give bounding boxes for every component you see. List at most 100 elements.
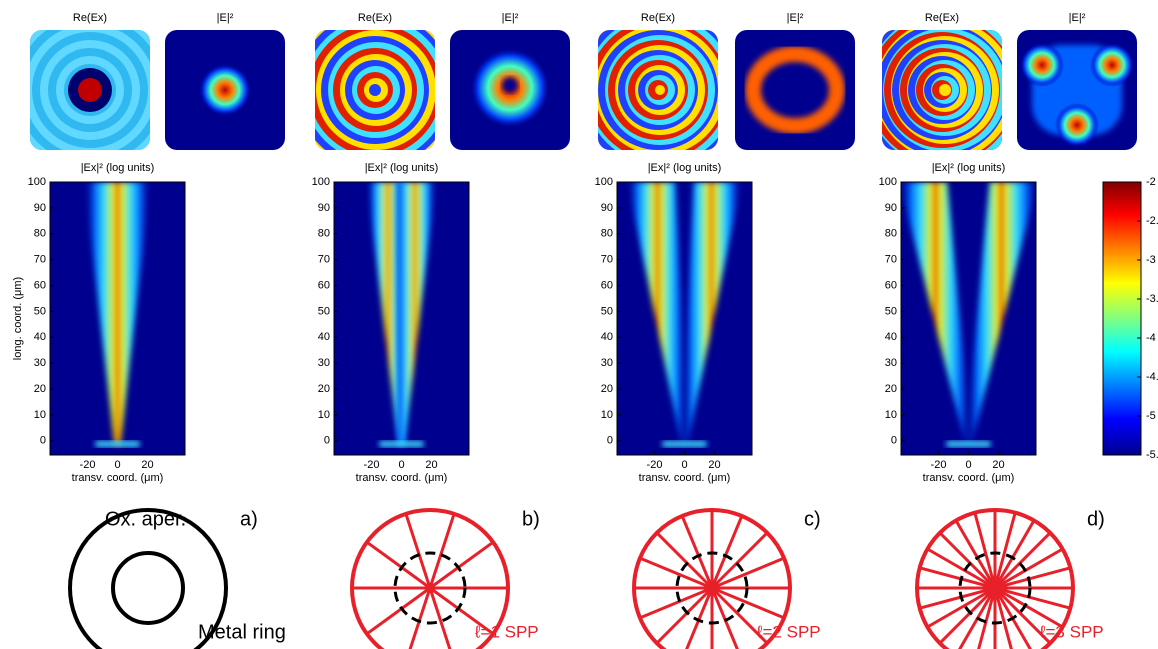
x-tick-label: 20 <box>708 459 720 471</box>
y-tick-label: 60 <box>318 279 330 291</box>
spot <box>1090 43 1134 87</box>
ring <box>939 84 951 96</box>
spoke <box>429 586 494 636</box>
metal-ring <box>350 508 510 649</box>
spot <box>1055 103 1099 147</box>
heat-map <box>617 182 752 455</box>
hole <box>502 77 518 93</box>
spoke <box>994 547 1064 590</box>
map-title: |Ex|² (log units) <box>932 162 1006 174</box>
colorbar-tick-label: -4 <box>1146 332 1156 344</box>
mode-label: ℓ=2 SPP <box>756 622 821 641</box>
y-tick-label: 50 <box>885 305 897 317</box>
panel-label: c) <box>804 508 821 530</box>
spoke <box>919 566 996 590</box>
source <box>95 441 140 447</box>
metal-ring <box>915 508 1075 649</box>
map-title: |Ex|² (log units) <box>81 162 155 174</box>
y-tick-label: 70 <box>318 254 330 266</box>
aperture <box>958 551 1032 625</box>
x-tick-label: -20 <box>931 459 947 471</box>
colorbar-tick-label: -2 <box>1146 176 1156 188</box>
y-tick-label: 70 <box>601 254 613 266</box>
spoke <box>993 531 1052 590</box>
y-tick-label: 90 <box>34 202 46 214</box>
y-tick-label: 60 <box>885 279 897 291</box>
spoke <box>655 586 714 645</box>
x-tick-label: 20 <box>141 459 153 471</box>
x-tick-label: 0 <box>965 459 971 471</box>
heat-map <box>334 182 469 455</box>
y-tick-label: 30 <box>34 357 46 369</box>
colorbar-tick-label: -5.5 <box>1146 449 1158 461</box>
y-tick-label: 100 <box>879 176 897 188</box>
spoke <box>938 586 997 645</box>
y-tick-label: 50 <box>34 305 46 317</box>
y-tick-label: 0 <box>40 435 46 447</box>
x-tick-label: -20 <box>80 459 96 471</box>
panel-label: a) <box>240 508 258 530</box>
y-tick-label: 10 <box>34 409 46 421</box>
beam <box>627 182 688 445</box>
x-tick-label: 20 <box>425 459 437 471</box>
y-tick-label: 80 <box>601 228 613 240</box>
metal-ring <box>632 508 792 649</box>
colorbar-tick-label: -2.5 <box>1146 215 1158 227</box>
aperture <box>111 551 185 625</box>
y-tick-label: 100 <box>28 176 46 188</box>
spoke <box>680 515 714 589</box>
spoke <box>639 586 713 620</box>
y-tick-label: 90 <box>885 202 897 214</box>
spoke <box>973 512 997 589</box>
re-image <box>315 30 435 150</box>
intensity-image <box>1017 30 1137 150</box>
mode-label: ℓ=1 SPP <box>474 622 539 641</box>
metal-ring <box>68 508 228 649</box>
colorbar-tick-label: -3 <box>1146 254 1156 266</box>
y-tick-label: 40 <box>318 331 330 343</box>
image-title: |E|² <box>502 12 519 24</box>
y-tick-label: 0 <box>607 435 613 447</box>
spoke <box>655 531 714 590</box>
spoke <box>994 566 1071 590</box>
beam <box>394 182 436 445</box>
y-tick-label: 30 <box>885 357 897 369</box>
spoke <box>938 531 997 590</box>
y-tick-label: 80 <box>34 228 46 240</box>
x-tick-label: 0 <box>114 459 120 471</box>
x-tick-label: -20 <box>647 459 663 471</box>
spoke <box>366 540 431 590</box>
image-title: |E|² <box>1069 12 1086 24</box>
x-tick-label: 20 <box>992 459 1004 471</box>
source <box>662 441 707 447</box>
y-tick-label: 40 <box>885 331 897 343</box>
y-tick-label: 70 <box>34 254 46 266</box>
spoke <box>711 556 785 590</box>
mode-label: ℓ=3 SPP <box>1039 622 1104 641</box>
y-tick-label: 50 <box>601 305 613 317</box>
spoke <box>711 586 785 620</box>
beam <box>965 182 1036 445</box>
y-tick-label: 20 <box>34 383 46 395</box>
aperture <box>393 551 467 625</box>
x-label: transv. coord. (μm) <box>72 472 164 484</box>
x-label: transv. coord. (μm) <box>639 472 731 484</box>
spot <box>199 64 251 116</box>
x-tick-label: -20 <box>364 459 380 471</box>
y-tick-label: 100 <box>312 176 330 188</box>
spoke <box>993 586 1052 645</box>
image-title: Re(Ex) <box>73 12 107 24</box>
y-tick-label: 60 <box>601 279 613 291</box>
y-tick-label: 0 <box>324 435 330 447</box>
x-label: transv. coord. (μm) <box>356 472 448 484</box>
y-tick-label: 30 <box>318 357 330 369</box>
y-tick-label: 90 <box>318 202 330 214</box>
y-tick-label: 80 <box>318 228 330 240</box>
spoke <box>710 531 769 590</box>
spoke <box>685 587 714 649</box>
ring <box>655 85 665 95</box>
map-title: |Ex|² (log units) <box>365 162 439 174</box>
y-tick-label: 30 <box>601 357 613 369</box>
spoke <box>710 587 739 649</box>
